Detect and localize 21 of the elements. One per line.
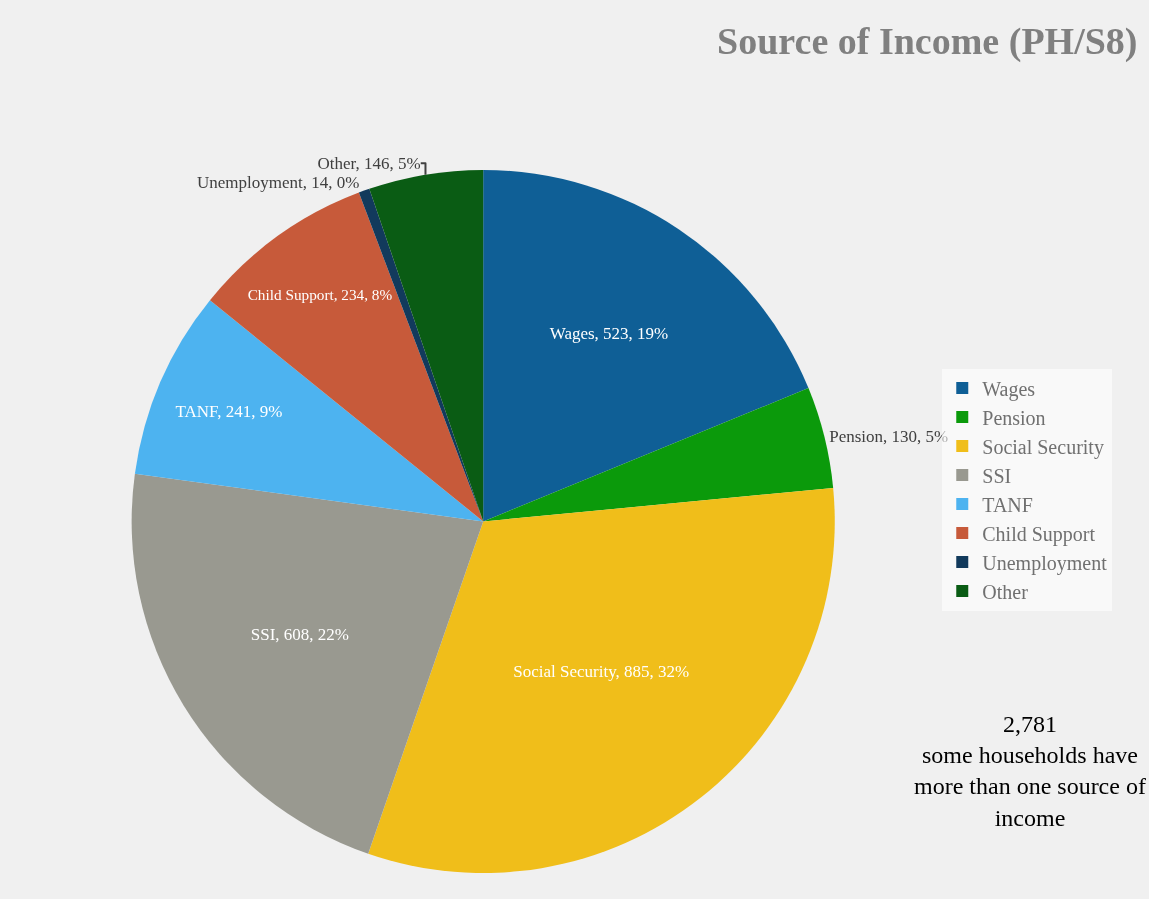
data-label: Wages, 523, 19%: [549, 324, 669, 344]
text: 2,781 some households have more than one source of income: [914, 711, 1146, 831]
data-label: Other, 146, 5%: [317, 153, 421, 173]
legend-label: Other: [982, 580, 1029, 603]
pie-slice: [368, 487, 835, 873]
data-label: SSI, 608, 22%: [250, 624, 349, 644]
data-label: Social Security, 885, 32%: [513, 662, 690, 682]
legend-label: Social Security: [982, 435, 1104, 459]
legend-label: SSI: [982, 464, 1012, 487]
chart-title: Source of Income (PH/S8): [717, 19, 1138, 63]
data-label: TANF, 241, 9%: [175, 401, 283, 421]
legend-label: Pension: [982, 406, 1046, 429]
pie-slice: [131, 473, 484, 854]
pie-slice: [483, 169, 809, 522]
legend-label: Wages: [982, 377, 1036, 401]
data-label: Child Support, 234, 8%: [247, 286, 393, 304]
data-label: Pension, 130, 5%: [829, 427, 949, 447]
legend-label: Unemployment: [982, 551, 1108, 575]
data-label: Unemployment, 14, 0%: [196, 172, 360, 192]
legend-label: Child Support: [982, 522, 1096, 546]
legend-label: TANF: [982, 493, 1033, 516]
